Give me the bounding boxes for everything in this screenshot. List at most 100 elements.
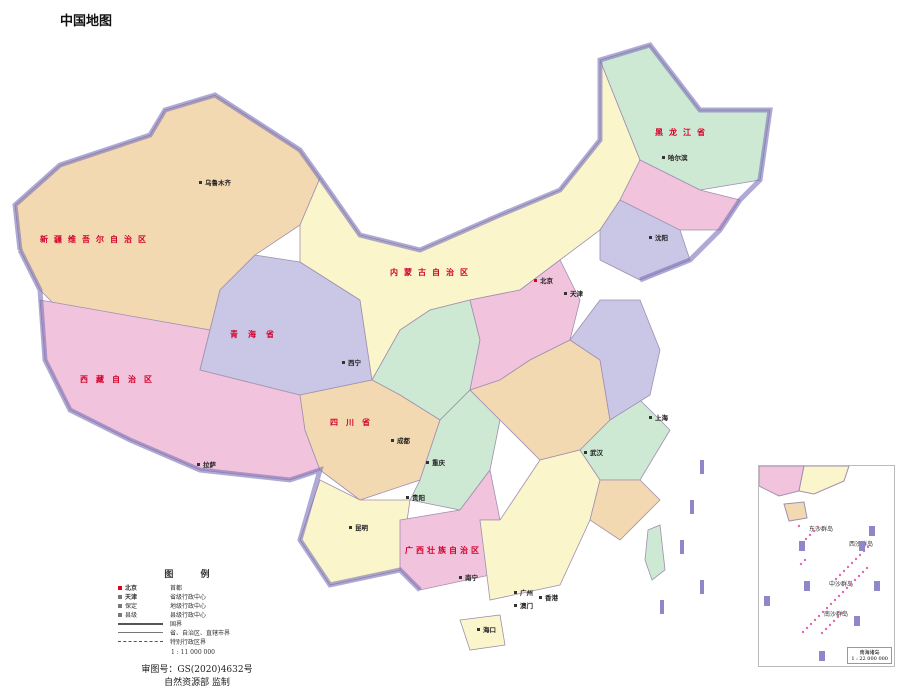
maritime-boundary-mark — [660, 600, 664, 614]
island-dot — [829, 602, 833, 606]
inset-island-label: 中沙群岛 — [829, 580, 853, 588]
inset-guangdong — [798, 465, 850, 495]
city-label: 乌鲁木齐 — [205, 178, 232, 187]
island-dot — [834, 577, 838, 581]
legend-symbol: 天津 — [125, 594, 138, 601]
island-dot — [803, 558, 807, 562]
legend-heading: 图 例 — [164, 570, 222, 580]
island-dot — [821, 610, 825, 614]
city-marker — [342, 361, 345, 364]
national-border-north — [12, 42, 773, 283]
city-label: 拉萨 — [203, 460, 217, 469]
map-footer: 审图号：GS(2020)4632号 自然资源部 监制 — [112, 664, 282, 690]
city-label: 香港 — [545, 593, 559, 602]
city-marker — [514, 591, 517, 594]
island-dot — [797, 524, 801, 528]
island-dot — [842, 569, 846, 573]
city-label: 澳门 — [520, 601, 534, 610]
legend-symbol: 保定 — [125, 603, 138, 610]
island-dot — [825, 606, 829, 610]
map-title: 中国地图 — [60, 14, 113, 29]
island-dot — [828, 623, 832, 627]
inset-map: 东沙群岛西沙群岛中沙群岛南沙群岛 — [758, 465, 880, 661]
island-dot — [857, 574, 861, 578]
inset-island-label: 南沙群岛 — [824, 610, 848, 618]
region-18 — [459, 614, 506, 651]
island-dot — [804, 537, 808, 541]
legend-label: 县级行政中心 — [170, 612, 207, 619]
province-label: 黑龙江省 — [655, 127, 711, 137]
city-marker — [406, 496, 409, 499]
island-dot — [850, 561, 854, 565]
legend-item: 保定 地级行政中心 — [118, 601, 268, 610]
inset-caption: 南海诸岛 1 : 22 000 000 — [847, 647, 892, 664]
island-dot — [833, 598, 837, 602]
nine-dash-line-segment — [819, 651, 825, 661]
nine-dash-line-segment — [804, 581, 810, 591]
legend-label: 地级行政中心 — [170, 603, 207, 610]
island-dot — [817, 614, 821, 618]
island-dot — [832, 619, 836, 623]
island-dot — [805, 626, 809, 630]
island-dot — [809, 622, 813, 626]
maritime-boundary-mark — [680, 540, 684, 554]
region-19 — [644, 524, 666, 581]
red-square-icon: 北京 — [118, 583, 170, 592]
south-china-sea-inset: 东沙群岛西沙群岛中沙群岛南沙群岛 南海诸岛 1 : 22 000 000 — [758, 465, 895, 667]
city-marker — [459, 576, 462, 579]
city-label: 北京 — [540, 276, 554, 285]
city-marker — [477, 628, 480, 631]
maritime-boundary-mark — [700, 460, 704, 474]
city-label: 重庆 — [432, 458, 446, 467]
legend-label: 省、自治区、直辖市界 — [170, 630, 231, 637]
island-dot — [846, 565, 850, 569]
maritime-boundary-mark — [690, 500, 694, 514]
island-dot — [854, 557, 858, 561]
city-label: 昆明 — [355, 523, 369, 532]
inset-guangxi — [758, 465, 805, 497]
small-dot-icon: 保定 — [118, 601, 170, 610]
island-dot — [838, 573, 842, 577]
publisher: 自然资源部 监制 — [164, 678, 230, 688]
legend: 图 例 北京 首都 天津 省级行政中心 保定 地级行政中心 县级 县级行政中心 国界 省、自治区、… — [118, 570, 268, 657]
island-dot — [813, 618, 817, 622]
island-dot — [861, 570, 865, 574]
legend-scale: 1 : 11 000 000 — [170, 649, 215, 656]
inset-scale: 1 : 22 000 000 — [851, 656, 888, 662]
island-dot — [824, 627, 828, 631]
island-dot — [845, 586, 849, 590]
thin-line-icon — [118, 632, 170, 633]
island-dot — [849, 582, 853, 586]
region-17 — [589, 479, 661, 541]
region-14 — [479, 449, 601, 601]
island-dot — [840, 611, 844, 615]
province-label: 内蒙古自治区 — [390, 267, 474, 277]
province-label: 青海省 — [230, 329, 284, 339]
legend-label: 国界 — [170, 621, 183, 628]
legend-item: 国界 — [118, 619, 268, 628]
legend-item: 北京 首都 — [118, 583, 268, 592]
province-label: 西藏自治区 — [80, 374, 160, 384]
island-dot — [808, 533, 812, 537]
city-label: 广州 — [520, 588, 533, 597]
nine-dash-line-segment — [799, 541, 805, 551]
city-label: 成都 — [397, 436, 411, 445]
nine-dash-line-segment — [874, 581, 880, 591]
inset-island-label: 东沙群岛 — [809, 525, 833, 533]
city-label: 海口 — [483, 625, 496, 634]
island-dot — [865, 566, 869, 570]
city-marker — [539, 596, 542, 599]
island-dot — [812, 529, 816, 533]
city-marker — [514, 604, 517, 607]
legend-label: 特别行政区界 — [170, 639, 207, 646]
city-marker — [564, 292, 567, 295]
city-label: 贵阳 — [412, 493, 426, 502]
approval-number: 审图号：GS(2020)4632号 — [141, 665, 253, 675]
city-label: 上海 — [655, 413, 669, 422]
island-dot — [816, 525, 820, 529]
province-label: 四川省 — [330, 417, 378, 427]
tiny-dot-icon: 县级 — [118, 610, 170, 619]
island-dot — [858, 553, 862, 557]
legend-symbol: 县级 — [125, 612, 138, 619]
